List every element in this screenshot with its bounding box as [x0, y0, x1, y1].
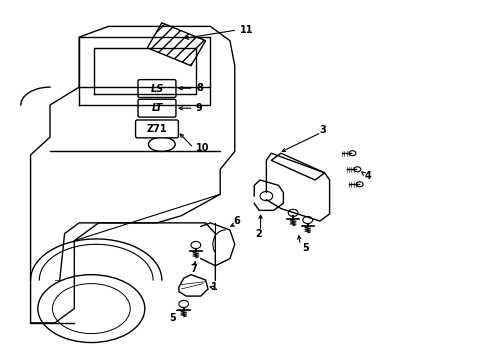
Text: 9: 9	[196, 103, 202, 113]
Text: 3: 3	[318, 125, 325, 135]
Polygon shape	[147, 23, 205, 66]
FancyBboxPatch shape	[138, 99, 176, 117]
Text: 2: 2	[255, 229, 262, 239]
Polygon shape	[179, 275, 207, 296]
Text: 6: 6	[233, 216, 240, 226]
Text: 10: 10	[196, 143, 209, 153]
Text: Z71: Z71	[146, 124, 167, 134]
Text: 11: 11	[239, 25, 253, 35]
Text: 4: 4	[365, 171, 371, 181]
Text: 8: 8	[196, 83, 203, 93]
Text: 5: 5	[301, 243, 308, 253]
Text: 1: 1	[210, 282, 217, 292]
Text: LT: LT	[151, 103, 163, 113]
FancyBboxPatch shape	[135, 120, 178, 138]
Text: 7: 7	[190, 264, 196, 274]
Text: 5: 5	[169, 312, 176, 323]
Text: LS: LS	[150, 84, 163, 94]
FancyBboxPatch shape	[138, 80, 176, 98]
Polygon shape	[271, 153, 324, 180]
